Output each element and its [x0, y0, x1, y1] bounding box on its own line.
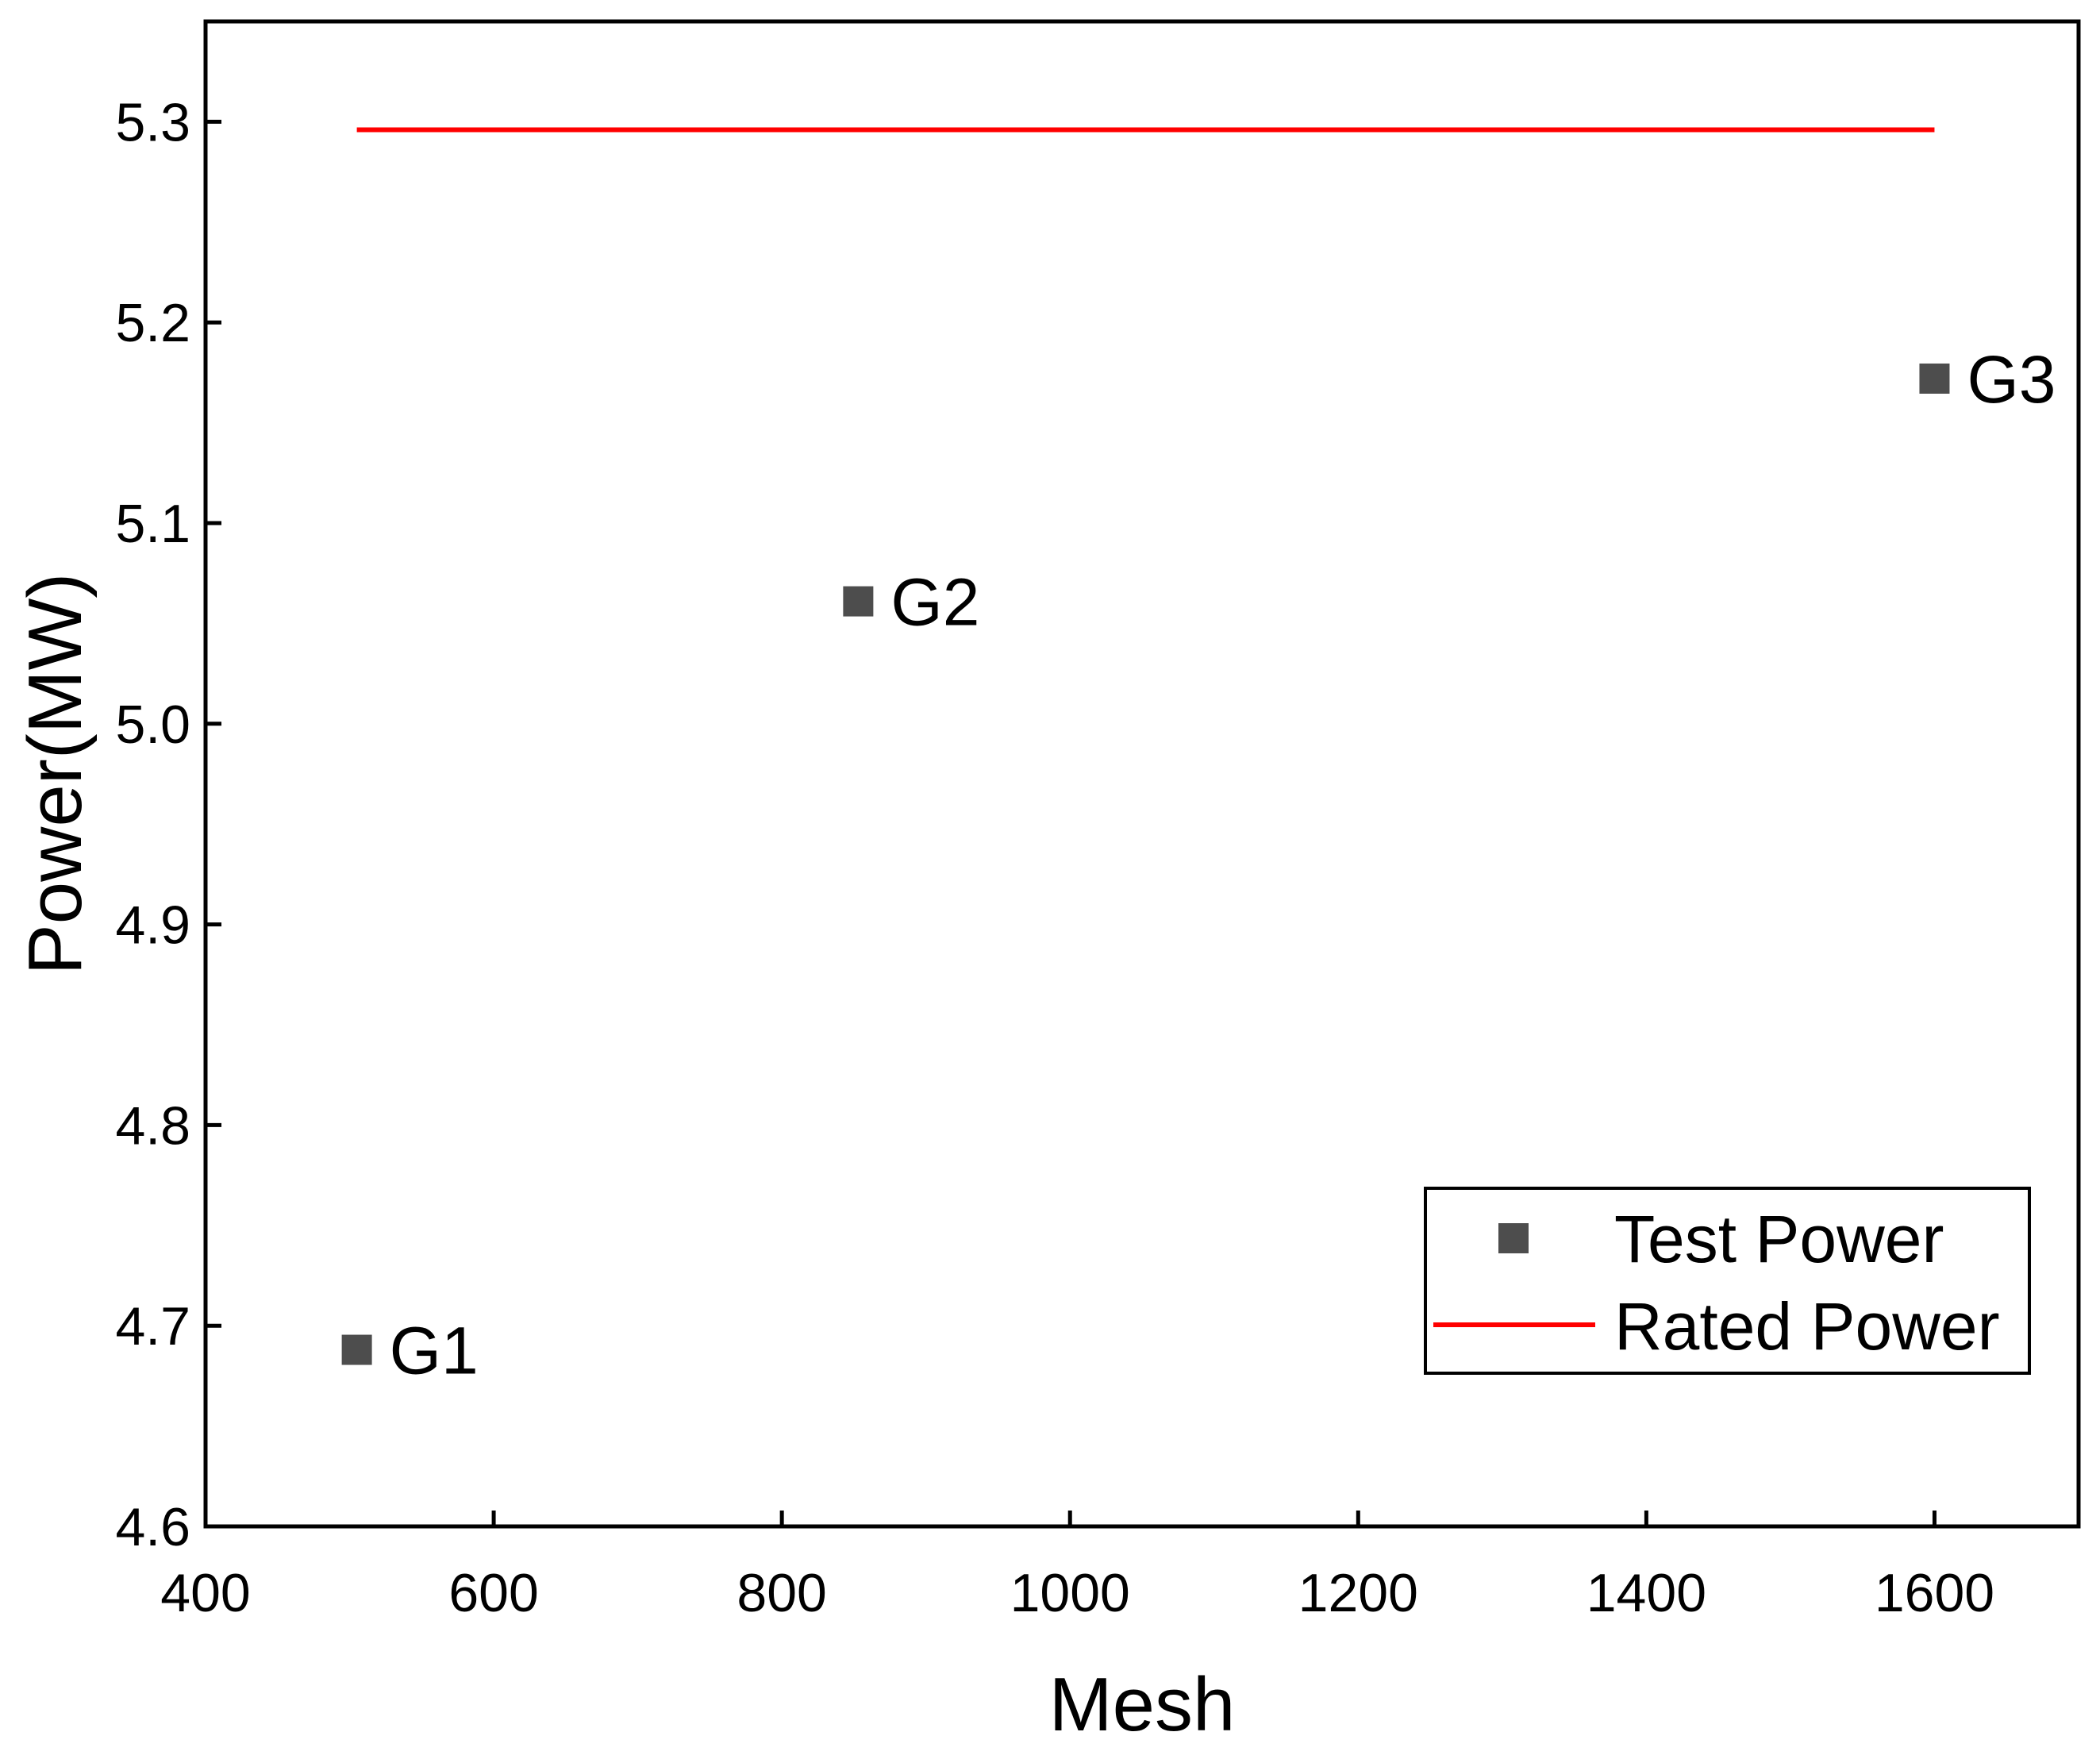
- x-tick-label-1400: 1400: [1587, 1563, 1706, 1623]
- legend-test-power-marker: [1498, 1223, 1529, 1253]
- data-point-g1: [341, 1334, 372, 1365]
- x-tick-label-1200: 1200: [1298, 1563, 1418, 1623]
- point-label-g1: G1: [390, 1314, 479, 1388]
- data-point-g2: [843, 586, 874, 617]
- x-axis-title: Mesh: [1049, 1662, 1236, 1747]
- plot-frame: [203, 19, 2081, 1529]
- y-tick-label-5.3: 5.3: [115, 92, 190, 152]
- y-tick-label-5.1: 5.1: [115, 494, 190, 554]
- y-tick-label-4.9: 4.9: [115, 895, 190, 956]
- legend-box: [1424, 1187, 2031, 1375]
- x-tick-label-1000: 1000: [1010, 1563, 1130, 1623]
- y-tick-label-5.2: 5.2: [115, 293, 190, 353]
- x-tick-label-600: 600: [448, 1563, 538, 1623]
- legend-test-power-label: Test Power: [1614, 1202, 1944, 1276]
- point-label-g2: G2: [890, 565, 979, 640]
- axes: 400 600 800 1000 1200 1400 1600 4.6 4.7 4.8 4.9 5.0…: [13, 19, 2081, 1747]
- x-tick-label-400: 400: [160, 1563, 250, 1623]
- x-tick-label-800: 800: [737, 1563, 826, 1623]
- y-tick-label-5.0: 5.0: [115, 695, 190, 755]
- legend-rated-power-label: Rated Power: [1614, 1289, 2000, 1364]
- y-tick-label-4.7: 4.7: [115, 1296, 190, 1357]
- data-point-g3: [1919, 363, 1950, 394]
- x-tick-label-1600: 1600: [1875, 1563, 1994, 1623]
- y-axis-title: Power(MW): [13, 573, 98, 976]
- point-label-g3: G3: [1967, 342, 2056, 417]
- y-tick-label-4.6: 4.6: [115, 1497, 190, 1557]
- plot-area: G1 G2 G3: [341, 127, 2056, 1388]
- y-tick-label-4.8: 4.8: [115, 1095, 190, 1156]
- legend: Test Power Rated Power: [1424, 1187, 2031, 1375]
